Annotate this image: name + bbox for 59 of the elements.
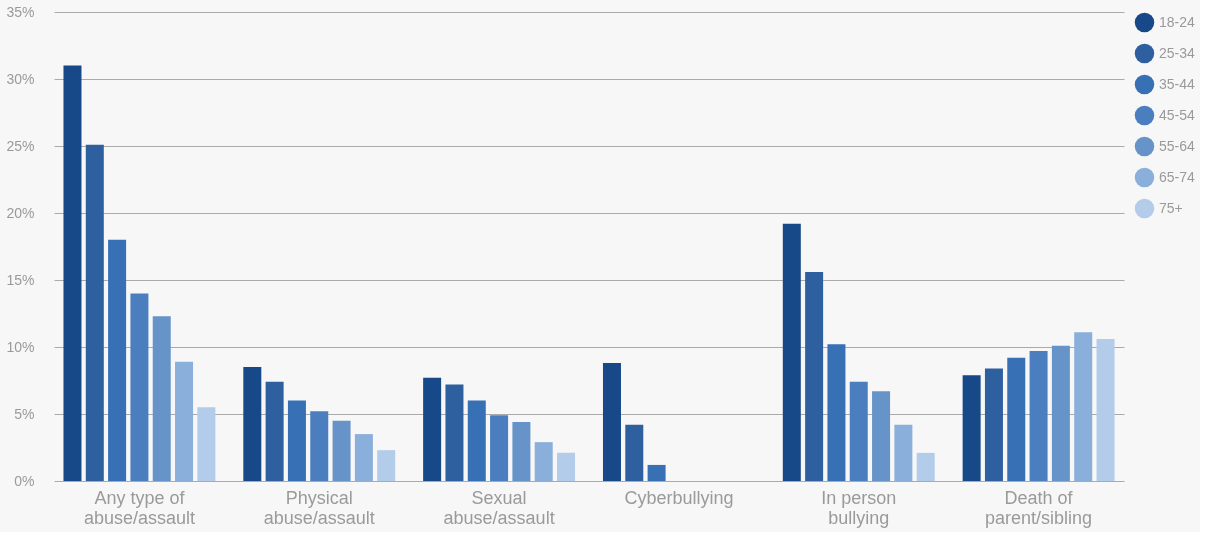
bar [265,381,284,481]
bar [1029,351,1048,481]
x-tick-label: Cyberbullying [624,487,734,508]
bar [849,381,868,481]
bar [354,434,373,481]
bar [602,363,621,481]
bar [827,344,846,481]
y-tick-label: 5% [14,405,35,422]
bar [130,293,149,481]
bar [872,391,891,481]
bar [108,239,127,481]
bar [152,316,171,481]
bar [984,368,1003,481]
bar [175,361,194,481]
x-tick-label: Sexual abuse/assault [443,487,555,528]
y-tick-label: 10% [6,338,35,355]
legend-label: 45-54 [1159,106,1196,123]
y-tick-label: 20% [6,204,35,221]
bar [287,400,306,481]
bar [805,271,824,481]
bar [647,464,666,481]
bar [534,442,553,481]
bar [512,422,531,481]
legend-label: 25-34 [1159,44,1196,61]
y-tick-label: 25% [6,137,35,154]
y-tick-label: 30% [6,70,35,87]
bar [1096,338,1115,481]
y-tick-label: 0% [14,472,35,489]
legend-label: 55-64 [1159,137,1196,154]
bar [557,452,576,481]
bar [377,450,396,481]
bar [467,400,486,481]
bar [63,65,82,481]
bar [423,377,442,481]
bar [310,411,329,481]
bar [962,375,981,481]
bar [894,424,913,481]
bar [782,223,801,481]
legend-label: 35-44 [1159,75,1196,92]
x-tick-label: Physical abuse/assault [263,487,375,528]
bar [85,144,104,481]
x-tick-label: Any type of abuse/assault [83,487,195,528]
bar [1074,332,1093,481]
legend-label: 65-74 [1159,168,1196,185]
bar [197,407,216,481]
bar [625,424,644,481]
bar [916,452,935,481]
bar [445,384,464,481]
y-tick-label: 35% [6,3,35,20]
legend-label: 75+ [1159,199,1183,216]
bar [332,420,351,481]
y-tick-label: 15% [6,271,35,288]
bar [1051,345,1070,481]
x-tick-label: In person bullying [821,487,897,528]
bar [243,367,262,481]
bar [1007,357,1026,481]
x-tick-label: Death of parent/sibling [985,487,1093,528]
legend-label: 18-24 [1159,13,1196,30]
bar [490,415,509,481]
